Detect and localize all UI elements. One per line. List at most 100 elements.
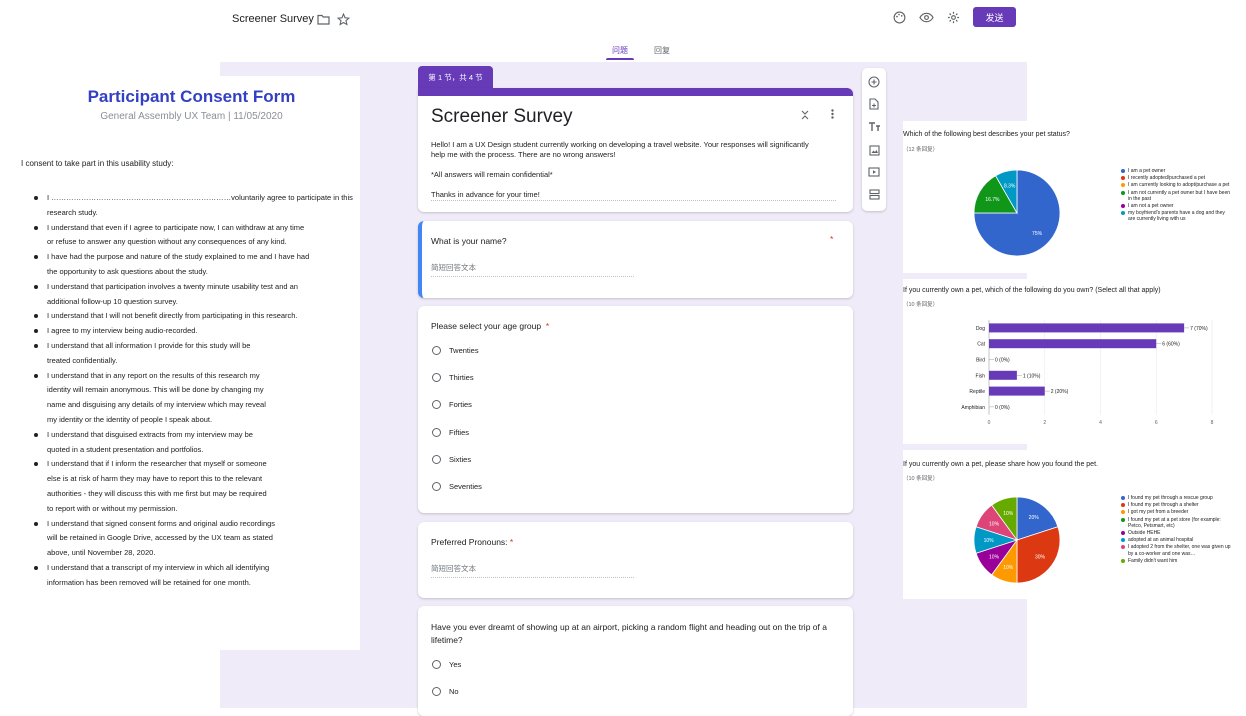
- consent-statement-continuation: authorities - they will discuss this wit…: [47, 488, 267, 498]
- consent-statement: I understand that even if I agree to par…: [33, 221, 363, 236]
- consent-statement-continuation: treated confidentially.: [47, 355, 118, 365]
- chart3-pie: 20%30%10%10%10%10%10%: [973, 496, 1061, 584]
- legend-swatch: [1121, 183, 1125, 188]
- age-option[interactable]: Twenties: [432, 346, 479, 355]
- x-tick-label: 8: [1211, 420, 1214, 426]
- pie-slice-label: 20%: [1029, 515, 1040, 521]
- chart-panel-how-found: [903, 450, 1246, 599]
- collapse-section-icon[interactable]: [800, 109, 810, 121]
- legend-label: I am a pet owner: [1128, 168, 1166, 174]
- radio-circle-icon[interactable]: [432, 427, 441, 437]
- radio-circle-icon[interactable]: [432, 687, 441, 696]
- legend-label: Outside HEHE: [1128, 530, 1161, 537]
- radio-circle-icon[interactable]: [432, 373, 441, 383]
- legend-item: I found my pet through a rescue group: [1121, 495, 1231, 501]
- radio-circle-icon[interactable]: [432, 454, 441, 464]
- name-short-answer[interactable]: 简短回答文本: [431, 262, 634, 277]
- folder-icon[interactable]: [316, 13, 330, 26]
- question-pronouns-text: Preferred Pronouns: *: [431, 537, 513, 547]
- palette-icon[interactable]: [892, 10, 906, 24]
- age-option[interactable]: Fifties: [432, 427, 469, 437]
- chart1-subtitle: （12 条回复）: [903, 147, 939, 153]
- question-age-text: Please select your age group *: [431, 321, 549, 331]
- add-image-icon[interactable]: [866, 143, 882, 157]
- consent-statement-continuation: research study.: [47, 207, 98, 217]
- pie-slice-label: 10%: [984, 538, 995, 544]
- legend-label: I found my pet at a pet store (for examp…: [1128, 516, 1221, 529]
- consent-statement: I understand that in any report on the r…: [33, 369, 363, 384]
- category-label: Dog: [976, 326, 985, 332]
- age-option[interactable]: Sixties: [432, 454, 472, 464]
- consent-statement-continuation: my identity or the identity of people I …: [47, 414, 213, 424]
- question-pronouns-label: Preferred Pronouns:: [431, 537, 508, 547]
- required-asterisk: *: [509, 537, 514, 547]
- legend-swatch: [1121, 517, 1125, 522]
- legend-swatch: [1121, 545, 1125, 550]
- star-icon[interactable]: [336, 12, 350, 26]
- pie-slice-label: 10%: [1003, 565, 1014, 571]
- yes-no-option-label: No: [449, 687, 459, 696]
- radio-circle-icon[interactable]: [432, 346, 441, 355]
- yes-no-option[interactable]: No: [432, 687, 459, 696]
- tab-questions[interactable]: 问题: [606, 45, 634, 60]
- legend-label: I got my pet from a breeder: [1128, 509, 1189, 516]
- add-question-icon[interactable]: [866, 75, 882, 89]
- description-thanks: Thanks in advance for your time!: [431, 190, 540, 199]
- radio-circle-icon[interactable]: [432, 482, 441, 491]
- pie-slice-label: 30%: [1035, 555, 1046, 561]
- legend-item: Outside HEHE: [1121, 530, 1231, 536]
- age-option[interactable]: Thirties: [432, 373, 474, 383]
- question-card-pronouns[interactable]: [418, 522, 853, 598]
- legend-label: I am not a pet owner: [1128, 203, 1174, 210]
- age-option-label: Sixties: [449, 454, 472, 464]
- x-tick-label: 0: [988, 420, 991, 426]
- legend-swatch: [1121, 531, 1125, 536]
- form-header-card[interactable]: [418, 88, 853, 212]
- legend-swatch: [1121, 169, 1125, 173]
- question-card-name[interactable]: [418, 221, 853, 298]
- chart2-subtitle: （10 条回复）: [903, 302, 939, 308]
- legend-item: I am not a pet owner: [1121, 203, 1231, 209]
- question-card-airport[interactable]: [418, 606, 853, 716]
- legend-label: I am not currently a pet owner but I hav…: [1128, 189, 1231, 202]
- form-description[interactable]: Hello! I am a UX Design student currentl…: [431, 140, 811, 200]
- yes-no-option[interactable]: Yes: [432, 660, 461, 669]
- consent-statement-continuation: information has been removed will be ret…: [47, 577, 251, 587]
- question-age-label: Please select your age group: [431, 321, 542, 331]
- more-options-icon[interactable]: [827, 108, 837, 120]
- pronouns-short-answer[interactable]: 简短回答文本: [431, 563, 634, 578]
- age-option[interactable]: Seventies: [432, 482, 482, 491]
- legend-label: I found my pet through a shelter: [1128, 502, 1199, 509]
- tab-responses[interactable]: 回复: [654, 46, 670, 55]
- import-questions-icon[interactable]: [866, 97, 882, 111]
- document-title[interactable]: Screener Survey: [232, 13, 314, 25]
- preview-eye-icon[interactable]: [918, 10, 934, 24]
- add-section-icon[interactable]: [866, 187, 882, 201]
- category-label: Reptile: [969, 389, 985, 395]
- bar: [989, 339, 1157, 349]
- form-title[interactable]: Screener Survey: [431, 106, 573, 127]
- send-button[interactable]: 发送: [973, 7, 1016, 27]
- pie-slice: [995, 169, 1018, 215]
- legend-item: I found my pet through a shelter: [1121, 502, 1231, 508]
- legend-item: I am not currently a pet owner but I hav…: [1121, 190, 1231, 202]
- question-card-age[interactable]: [418, 306, 853, 513]
- consent-statement-continuation: above, until November 28, 2020.: [47, 548, 156, 558]
- consent-statement: I understand that disguised extracts fro…: [33, 428, 363, 443]
- add-video-icon[interactable]: [866, 165, 882, 179]
- add-title-icon[interactable]: [866, 120, 882, 134]
- radio-circle-icon[interactable]: [432, 400, 441, 410]
- consent-statements: I ………………………………………………………………voluntarily ag…: [33, 191, 363, 591]
- chart-panel-pet-status: [903, 121, 1246, 273]
- radio-circle-icon[interactable]: [432, 660, 441, 669]
- age-option[interactable]: Forties: [432, 400, 472, 410]
- consent-statement: I understand that I will not benefit dir…: [33, 309, 363, 324]
- pie-slice-label: 10%: [989, 521, 1000, 527]
- gear-icon[interactable]: [946, 10, 960, 24]
- legend-swatch: [1121, 503, 1125, 508]
- consent-statement-continuation: or refuse to answer any question without…: [47, 237, 287, 247]
- description-confidential: *All answers will remain confidential*: [431, 170, 553, 179]
- legend-item: I adopted 2 from the shelter, one was gi…: [1121, 544, 1231, 557]
- pie-slice-label: 75%: [1032, 231, 1043, 237]
- pie-slice: [973, 169, 1061, 257]
